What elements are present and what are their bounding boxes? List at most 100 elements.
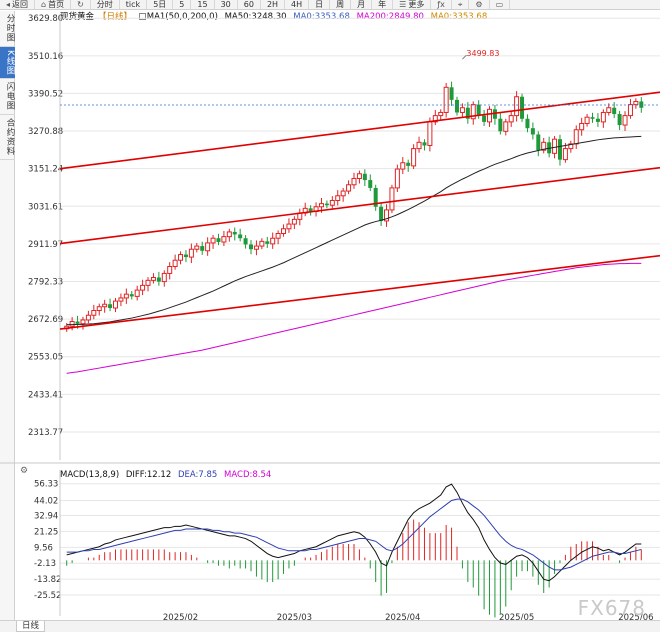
macd-value-label: MACD:8.54 (224, 470, 272, 480)
y-tick-label: 3390.52 (28, 89, 63, 99)
candle-body (639, 101, 644, 108)
symbol-name: 现货黄金 (60, 12, 95, 22)
candle-body (85, 314, 91, 321)
x-tick-label: 2025/04 (385, 613, 420, 622)
candle-body (156, 277, 161, 282)
y-tick-label: 3151.24 (28, 165, 63, 175)
toolbar-item-返回[interactable]: ◂ 返回 (0, 0, 36, 9)
candle-body (145, 279, 151, 286)
candle-body (362, 173, 367, 181)
side-tab-0[interactable]: 分时图 (0, 11, 15, 47)
ma-settings-box[interactable] (138, 13, 146, 20)
macd-chart[interactable]: 2025/02 2025/03 2025/04 2025/05 2025/06 56.33… (0, 462, 660, 622)
candle-body (232, 231, 237, 235)
toolbar-item-5日[interactable]: 5日 (147, 0, 174, 9)
y-tick-label: 3270.88 (28, 127, 63, 137)
toolbar-item-window-icon[interactable]: ▭ (490, 0, 511, 9)
toolbar-item-label: 60 (243, 0, 254, 9)
macd-legend: MACD(13,8,9) DIFF:12.12 DEA:7.85 MACD:8.… (60, 469, 275, 481)
side-tab-3[interactable]: 合约资料 (0, 115, 15, 160)
macd-y-tick-label: 44.02 (34, 496, 58, 506)
toolbar-item-label: 5日 (153, 0, 167, 9)
candle-body (557, 139, 562, 160)
toolbar-item-首页[interactable]: ⌂ 首页 (35, 0, 72, 9)
price-chart[interactable]: 3629.80 3510.16 3390.52 3270.88 3151.24 3031.… (0, 0, 660, 460)
toolbar-item-月[interactable]: 月 (351, 0, 373, 9)
candle-body (449, 87, 454, 100)
candle-body (617, 114, 622, 126)
channel-line-lower (59, 254, 660, 330)
side-tab-1[interactable]: K线图 (0, 46, 15, 80)
candle-body (216, 238, 221, 242)
candle-body (400, 162, 406, 170)
max-price-label: 3499.83 (466, 49, 499, 58)
toolbar-item-formula-icon[interactable]: ƒx (431, 0, 452, 9)
settings-icon: ⚙ (475, 0, 483, 9)
candle-body (427, 121, 433, 146)
candle-body (167, 266, 173, 274)
candle-body (200, 246, 205, 251)
toolbar-item-年[interactable]: 年 (372, 0, 394, 9)
candle-body (520, 96, 525, 119)
candle-body (238, 234, 243, 239)
candle-body (459, 107, 465, 113)
ma200-label: MA200:2849.80 (356, 12, 424, 22)
indicator-settings-icon[interactable]: ⚙ (20, 466, 29, 476)
toolbar-item-label: 更多 (408, 0, 425, 9)
ma50-line (66, 135, 642, 326)
toolbar-item-label: 首页 (48, 0, 65, 9)
toolbar-item-label: 日 (315, 0, 324, 9)
candle-body (318, 203, 324, 208)
candle-body (210, 237, 216, 244)
toolbar-item-日[interactable]: 日 (309, 0, 331, 9)
crosshair-icon: ⌖ (457, 0, 463, 9)
candle-body (600, 111, 606, 123)
candle-body (595, 118, 600, 122)
candle-body (243, 238, 248, 245)
macd-y-tick-label: -25.52 (34, 591, 61, 601)
candle-body (470, 104, 476, 120)
candle-body (606, 107, 612, 113)
candle-body (275, 233, 281, 239)
candle-body (340, 190, 346, 197)
toolbar-item-分时[interactable]: 分时 (91, 0, 120, 9)
candle-body (161, 272, 167, 283)
candle-body (416, 141, 422, 150)
toolbar-item-2H[interactable]: 2H (261, 0, 286, 9)
toolbar-item-refresh-icon[interactable]: ↻ (71, 0, 91, 9)
toolbar-item-周[interactable]: 周 (330, 0, 352, 9)
candle-body (329, 199, 335, 206)
candle-body (96, 306, 102, 312)
home-icon: ⌂ (41, 0, 47, 9)
toolbar-item-4H[interactable]: 4H (285, 0, 310, 9)
toolbar-item-更多[interactable]: ☰ 更多 (393, 0, 432, 9)
candle-body (183, 254, 188, 258)
x-tick-label: 2025/03 (277, 613, 312, 622)
candle-body (498, 118, 503, 132)
toolbar-item-label: 周 (336, 0, 345, 9)
candle-body (178, 254, 184, 261)
toolbar-item-crosshair-icon[interactable]: ⌖ (452, 0, 470, 9)
more-icon: ☰ (399, 0, 407, 9)
side-tab-2[interactable]: 闪电图 (0, 79, 15, 115)
y-tick-label: 2792.33 (28, 277, 63, 287)
macd-y-tick-label: -2.13 (34, 559, 56, 569)
y-tick-label: 2911.97 (28, 240, 63, 250)
window-icon: ▭ (495, 0, 504, 9)
macd-y-tick-label: 21.25 (34, 527, 58, 537)
candle-body (335, 195, 341, 201)
candle-body (249, 244, 254, 250)
toolbar-item-settings-icon[interactable]: ⚙ (469, 0, 490, 9)
candle-body (432, 115, 438, 123)
toolbar-item-15[interactable]: 15 (191, 0, 215, 9)
toolbar-item-label: 月 (357, 0, 366, 9)
toolbar-item-30[interactable]: 30 (215, 0, 238, 9)
channel-line-middle (59, 166, 660, 245)
period-tab-daily[interactable]: 日线 (16, 621, 46, 632)
candle-body (573, 129, 579, 145)
toolbar-item-5[interactable]: 5 (173, 0, 192, 9)
toolbar-item-tick[interactable]: tick (120, 0, 148, 9)
toolbar-item-60[interactable]: 60 (238, 0, 261, 9)
candle-body (622, 115, 628, 126)
candle-body (80, 319, 86, 325)
